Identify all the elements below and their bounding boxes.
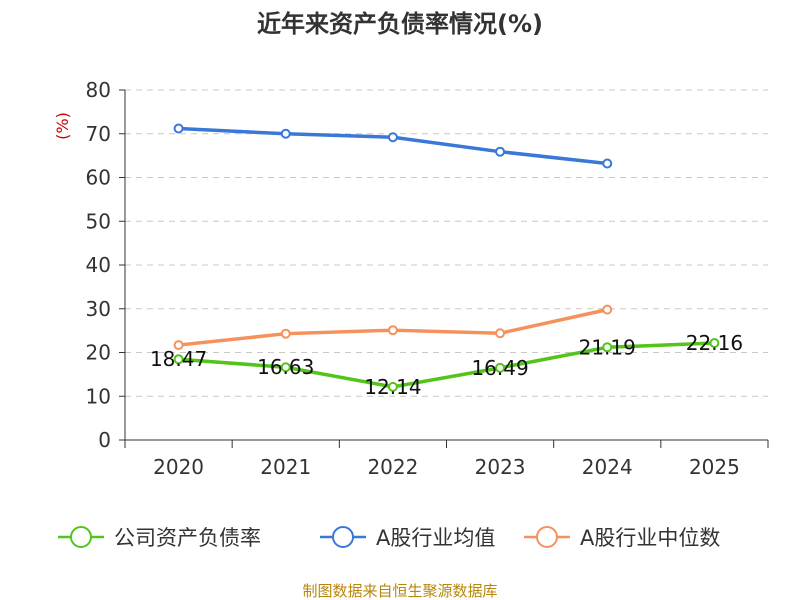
series-lines	[173, 123, 720, 392]
y-tick-label: 60	[86, 166, 111, 190]
y-tick-label: 20	[86, 341, 111, 365]
data-point	[495, 328, 506, 339]
legend-marker	[70, 526, 92, 548]
data-point	[495, 146, 506, 157]
data-point	[387, 325, 398, 336]
legend: 公司资产负债率 A股行业均值 A股行业中位数	[58, 526, 720, 550]
y-tick-label: 40	[86, 253, 111, 277]
legend-label: A股行业中位数	[580, 526, 720, 550]
x-tick-label: 2023	[475, 455, 526, 479]
axes: 0 10 20 30 40 50 60 70 80 2020 2021 2022 2023 2024 202…	[86, 78, 769, 479]
data-point	[280, 328, 291, 339]
y-tick-label: 10	[86, 384, 111, 408]
data-point	[602, 158, 613, 169]
data-point	[387, 132, 398, 143]
x-tick-label: 2024	[582, 455, 633, 479]
data-label: 21.19	[579, 335, 636, 359]
legend-item-0[interactable]: 公司资产负债率	[58, 526, 261, 550]
data-label: 22.16	[686, 331, 743, 355]
data-labels: 18.47 16.63 12.14 16.49 21.19 22.16	[150, 331, 743, 399]
legend-label: A股行业均值	[376, 526, 495, 550]
data-point	[495, 362, 506, 373]
legend-item-1[interactable]: A股行业均值	[320, 526, 495, 550]
data-label: 18.47	[150, 347, 207, 371]
y-tick-label: 80	[86, 78, 111, 102]
data-point	[602, 304, 613, 315]
x-tick-label: 2020	[153, 455, 204, 479]
data-point	[387, 381, 398, 392]
data-point	[173, 123, 184, 134]
chart-title: 近年来资产负债率情况(%)	[257, 10, 543, 38]
data-point	[280, 362, 291, 373]
y-tick-label: 30	[86, 297, 111, 321]
data-label: 16.49	[471, 356, 528, 380]
legend-item-2[interactable]: A股行业中位数	[524, 526, 720, 550]
data-point	[602, 342, 613, 353]
x-tick-label: 2022	[367, 455, 418, 479]
source-note: 制图数据来自恒生聚源数据库	[302, 582, 497, 600]
series-line-0	[176, 341, 717, 389]
legend-label: 公司资产负债率	[114, 526, 261, 550]
data-point	[173, 354, 184, 365]
y-axis-unit: (%)	[53, 112, 72, 140]
legend-marker	[536, 526, 558, 548]
grid-lines	[125, 89, 768, 397]
y-tick-label: 0	[98, 428, 111, 452]
data-point	[280, 128, 291, 139]
x-tick-label: 2021	[260, 455, 311, 479]
x-tick-label: 2025	[689, 455, 740, 479]
data-point	[173, 340, 184, 351]
data-point	[709, 338, 720, 349]
y-tick-label: 50	[86, 209, 111, 233]
data-label: 16.63	[257, 355, 314, 379]
y-tick-label: 70	[86, 122, 111, 146]
data-label: 12.14	[364, 375, 421, 399]
legend-marker	[332, 526, 354, 548]
